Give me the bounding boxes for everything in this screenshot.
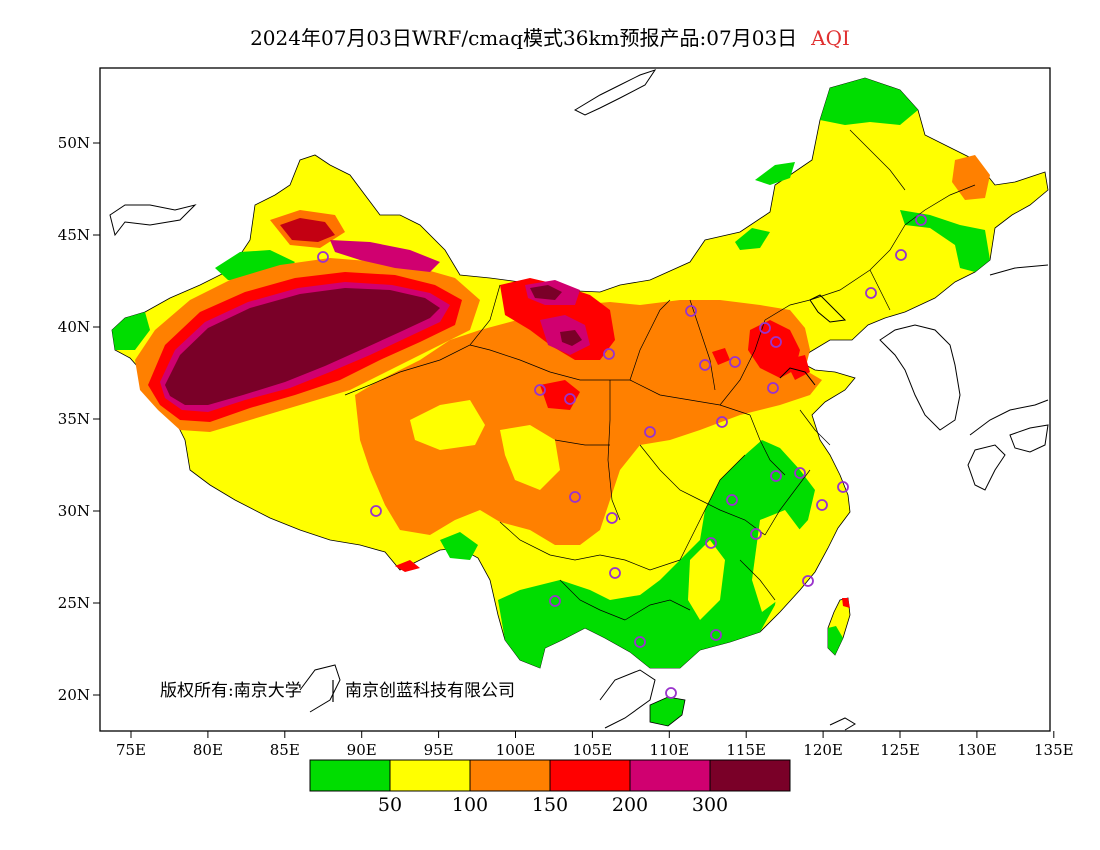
- aqi-zone-moderate-fujian: [752, 510, 800, 612]
- station-marker: [710, 629, 722, 641]
- province-boundaries: [344, 129, 976, 621]
- longitude-axis: 75E 80E 85E 90E 95E 100E 105E 110E 115E 120E 125E 1…: [116, 731, 1074, 759]
- latitude-axis: 50N 45N 40N 35N 30N 25N 20N: [58, 134, 100, 704]
- aqi-zone-moderate-qinghai-hole: [410, 400, 485, 450]
- lon-tick-label: 125E: [880, 741, 920, 759]
- aqi-zone-hazardous-taklimakan: [165, 288, 440, 405]
- station-marker: [729, 356, 741, 368]
- station-marker: [685, 305, 697, 317]
- lon-tick-label: 100E: [496, 741, 536, 759]
- lon-tick-label: 75E: [116, 741, 146, 759]
- colorbar-segment: [549, 759, 631, 792]
- station-marker: [569, 491, 581, 503]
- lon-tick-label: 105E: [573, 741, 613, 759]
- aqi-zone-good-mongolia-edge: [735, 228, 770, 250]
- aqi-zone-good-xinjiang-west: [112, 312, 150, 350]
- aqi-zone-hazardous-alxa: [530, 285, 562, 300]
- lat-tick-label: 45N: [58, 226, 90, 244]
- colorbar-tick-label: 150: [532, 794, 568, 816]
- colorbar-segment: [309, 759, 391, 792]
- colorbar-segment: [389, 759, 471, 792]
- title-text: 2024年07月03日WRF/cmaq模式36km预报产品:07月03日: [250, 26, 798, 50]
- aqi-colorbar-labels: 50 100 150 200 300: [378, 794, 728, 816]
- aqi-zone-good-taiwan: [828, 626, 843, 655]
- station-marker: [606, 512, 618, 524]
- lon-tick-label: 120E: [803, 741, 843, 759]
- aqi-zone-hazardous-ningxia-core: [560, 330, 582, 346]
- map-title: 2024年07月03日WRF/cmaq模式36km预报产品:07月03日 AQI: [0, 22, 1100, 51]
- aqi-zone-unhealthy-hebei-pocket: [712, 348, 730, 365]
- lon-tick-label: 110E: [650, 741, 690, 759]
- aqi-zone-good-northeast: [820, 78, 918, 125]
- station-marker: [837, 481, 849, 493]
- aqi-zone-very-unhealthy-junggar: [330, 240, 440, 272]
- aqi-zone-good-tibet-edge: [440, 532, 478, 560]
- station-marker: [716, 416, 728, 428]
- colorbar-segment: [709, 759, 791, 792]
- station-marker: [549, 595, 561, 607]
- station-marker: [915, 214, 927, 226]
- lon-tick-label: 80E: [193, 741, 223, 759]
- lon-tick-label: 95E: [424, 741, 454, 759]
- lat-tick-label: 30N: [58, 502, 90, 520]
- colorbar-tick-label: 50: [378, 794, 402, 816]
- aqi-zone-unhealthy-junggar-ring: [270, 210, 345, 248]
- aqi-zone-unhealthy-taiwan: [842, 598, 850, 608]
- colorbar-tick-label: 100: [452, 794, 488, 816]
- station-marker: [726, 494, 738, 506]
- station-marker: [564, 393, 576, 405]
- monitoring-stations: [317, 214, 927, 699]
- station-marker: [750, 528, 762, 540]
- aqi-zone-unhealthy-tibet-south: [395, 560, 420, 572]
- station-marker: [634, 636, 646, 648]
- station-marker: [317, 251, 329, 263]
- lat-tick-label: 25N: [58, 594, 90, 612]
- station-marker: [865, 287, 877, 299]
- lat-tick-label: 20N: [58, 686, 90, 704]
- station-marker: [370, 505, 382, 517]
- colorbar-segment: [469, 759, 551, 792]
- aqi-zone-unhealthy-shandong: [785, 355, 810, 380]
- lon-tick-label: 130E: [957, 741, 997, 759]
- aqi-zone-moderate-sichuan-hole: [500, 425, 560, 490]
- lat-tick-label: 50N: [58, 134, 90, 152]
- colorbar-tick-label: 300: [692, 794, 728, 816]
- lon-tick-label: 85E: [270, 741, 300, 759]
- aqi-zone-moderate-south-inlet: [688, 540, 725, 620]
- station-marker: [699, 359, 711, 371]
- station-marker: [705, 537, 717, 549]
- station-marker: [770, 470, 782, 482]
- station-marker: [609, 567, 621, 579]
- neighbor-coastlines: [109, 69, 1049, 731]
- colorbar-tick-label: 200: [612, 794, 648, 816]
- station-marker: [665, 687, 677, 699]
- copyright-text-1: 版权所有:南京大学: [160, 681, 302, 701]
- lat-tick-label: 35N: [58, 410, 90, 428]
- map-frame: [99, 67, 1051, 732]
- station-marker: [794, 467, 806, 479]
- lon-tick-label: 115E: [726, 741, 766, 759]
- lon-tick-label: 90E: [347, 741, 377, 759]
- station-marker: [767, 382, 779, 394]
- station-marker: [770, 336, 782, 348]
- colorbar-segment: [629, 759, 711, 792]
- station-marker: [816, 499, 828, 511]
- aqi-zone-sensitive-central: [355, 300, 822, 545]
- copyright-text-2: 南京创蓝科技有限公司: [345, 681, 515, 701]
- lon-tick-label: 135E: [1034, 741, 1074, 759]
- station-marker: [644, 426, 656, 438]
- lat-tick-label: 40N: [58, 318, 90, 336]
- aqi-zone-unhealthy-gansu: [540, 380, 580, 410]
- aqi-zone-good-inner-mongolia: [755, 162, 795, 185]
- station-marker: [534, 384, 546, 396]
- aqi-zone-sensitive-northeast-patch: [952, 155, 990, 200]
- title-variable: AQI: [811, 26, 850, 50]
- station-marker: [603, 348, 615, 360]
- station-marker: [802, 575, 814, 587]
- station-marker: [759, 322, 771, 334]
- station-marker: [895, 249, 907, 261]
- aqi-colorbar: [309, 759, 791, 792]
